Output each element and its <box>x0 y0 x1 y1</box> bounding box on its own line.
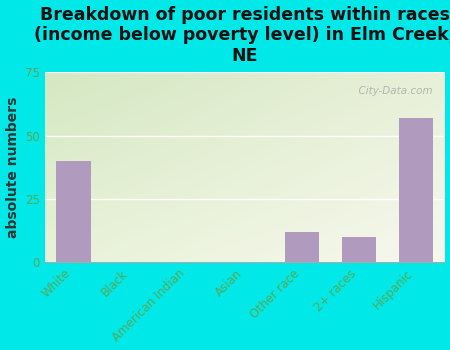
Y-axis label: absolute numbers: absolute numbers <box>5 97 19 238</box>
Bar <box>399 118 433 262</box>
Bar <box>342 237 376 262</box>
Bar <box>284 232 319 262</box>
Title: Breakdown of poor residents within races
(income below poverty level) in Elm Cre: Breakdown of poor residents within races… <box>34 6 450 65</box>
Text: City-Data.com: City-Data.com <box>352 85 432 96</box>
Bar <box>56 161 90 262</box>
